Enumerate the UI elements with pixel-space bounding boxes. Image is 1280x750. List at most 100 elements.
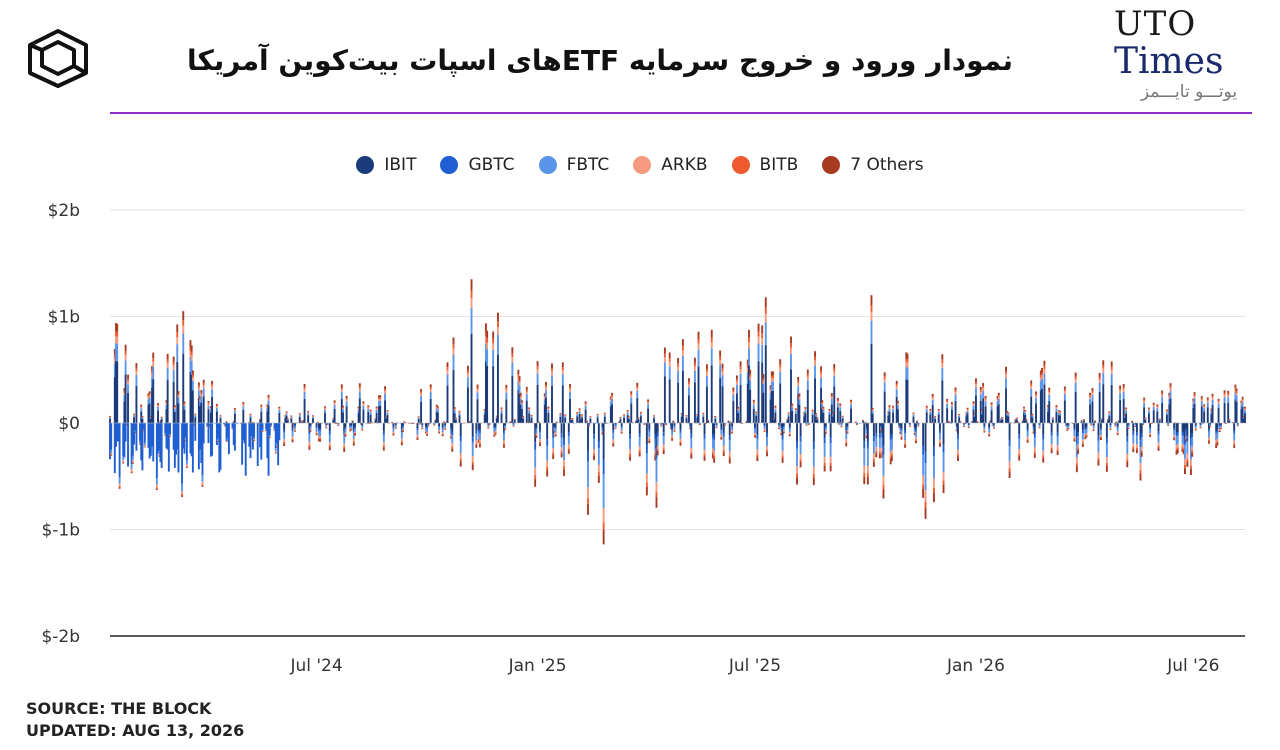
bar-segment	[1085, 429, 1088, 434]
bar-segment	[484, 331, 487, 337]
bar-segment	[1175, 445, 1178, 450]
bar-segment	[496, 312, 499, 322]
bar-segment	[400, 429, 403, 433]
bar-segment	[513, 419, 516, 420]
bar-segment	[1043, 373, 1046, 385]
bar-segment	[1242, 416, 1245, 418]
bar-segment	[403, 421, 406, 423]
bar-segment	[1081, 439, 1084, 443]
bar-segment	[892, 407, 895, 410]
bar-segment	[219, 415, 222, 416]
bar-segment	[109, 423, 111, 460]
bar-segment	[796, 473, 798, 478]
bar-segment	[165, 403, 168, 405]
bar-segment	[1033, 453, 1036, 458]
bar-segment	[350, 425, 353, 427]
bar-segment	[250, 437, 253, 439]
bar-segment	[942, 484, 945, 494]
legend-item[interactable]: GBTC	[440, 155, 515, 175]
bar-segment	[307, 413, 310, 416]
bar-segment	[840, 424, 843, 425]
legend-item[interactable]: FBTC	[538, 155, 609, 175]
bar-segment	[816, 419, 819, 423]
bar-segment	[345, 398, 348, 400]
bar-segment	[267, 423, 270, 476]
bar-segment	[975, 387, 977, 396]
bar-segment	[917, 425, 920, 426]
bar-segment	[278, 406, 281, 409]
bar-segment	[1102, 372, 1105, 385]
bar-segment	[471, 423, 474, 438]
bar-segment	[113, 354, 116, 359]
bar-segment	[160, 417, 163, 420]
bar-segment	[850, 399, 852, 402]
bar-segment	[384, 391, 386, 394]
bar-segment	[1199, 427, 1202, 429]
bar-segment	[728, 456, 731, 459]
bar-segment	[803, 416, 806, 423]
bar-segment	[215, 407, 218, 412]
bar-segment	[924, 463, 927, 491]
legend-item[interactable]: 7 Others	[822, 155, 924, 175]
bar-segment	[517, 389, 520, 423]
bar-segment	[1115, 421, 1118, 423]
bar-segment	[362, 405, 365, 410]
bar-segment	[379, 400, 382, 406]
bar-segment	[773, 419, 776, 423]
bar-segment	[1132, 443, 1135, 447]
bar-segment	[298, 415, 301, 417]
bar-segment	[1227, 390, 1230, 394]
bar-segment	[832, 412, 834, 414]
bar-segment	[151, 423, 153, 447]
bar-segment	[942, 452, 945, 473]
bar-segment	[1176, 444, 1179, 448]
bar-segment	[1077, 436, 1079, 445]
bar-segment	[673, 423, 676, 426]
bar-segment	[552, 448, 555, 453]
bar-segment	[647, 399, 650, 402]
bar-segment	[906, 367, 909, 380]
bar-segment	[511, 362, 514, 377]
legend-item[interactable]: BITB	[731, 155, 798, 175]
bar-segment	[671, 437, 674, 439]
bar-segment	[185, 460, 188, 465]
bar-segment	[669, 428, 672, 429]
bar-segment	[728, 423, 731, 436]
bar-segment	[990, 406, 993, 411]
bar-segment	[354, 433, 356, 434]
bar-segment	[487, 427, 490, 429]
bar-segment	[627, 417, 630, 419]
bar-segment	[749, 376, 752, 381]
bar-segment	[950, 410, 953, 423]
bar-segment	[368, 423, 371, 424]
bar-segment	[169, 423, 171, 434]
bar-segment	[360, 423, 362, 425]
bar-segment	[715, 427, 718, 428]
bar-segment	[559, 413, 562, 414]
legend-item[interactable]: ARKB	[633, 155, 708, 175]
bar-segment	[459, 461, 462, 467]
bar-segment	[332, 418, 335, 420]
bar-segment	[614, 427, 617, 429]
bar-segment	[361, 429, 364, 431]
bar-segment	[325, 425, 328, 427]
bar-segment	[309, 423, 312, 426]
bar-segment	[564, 414, 567, 416]
bar-segment	[403, 422, 406, 423]
bar-segment	[378, 398, 380, 401]
bar-segment	[1059, 412, 1061, 414]
bar-segment	[1161, 393, 1164, 395]
bar-segment	[1185, 438, 1188, 440]
bar-segment	[711, 447, 714, 453]
bar-segment	[602, 522, 605, 530]
bar-segment	[690, 447, 693, 453]
legend-item[interactable]: IBIT	[356, 155, 416, 175]
bar-segment	[1085, 434, 1088, 436]
bar-segment	[870, 305, 873, 312]
bar-segment	[679, 423, 682, 430]
bar-segment	[1063, 389, 1066, 392]
bar-segment	[211, 384, 214, 387]
bar-segment	[620, 430, 623, 432]
bar-segment	[637, 418, 640, 419]
bar-segment	[880, 425, 883, 427]
